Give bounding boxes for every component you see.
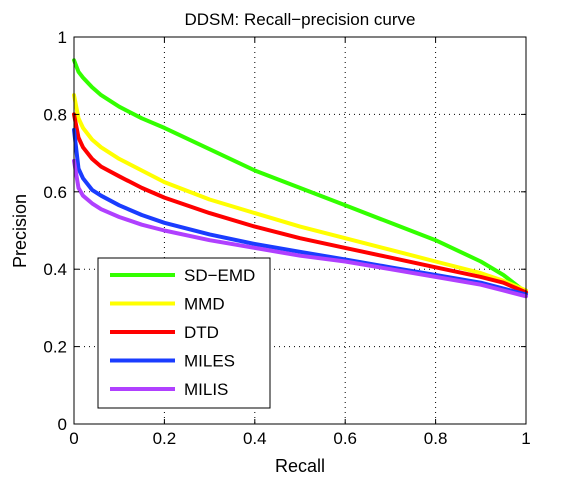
x-tick-label: 0 [69, 429, 78, 448]
y-tick-label: 0.2 [43, 338, 67, 357]
legend: SD−EMD MMD DTD MILES MILIS [97, 257, 271, 409]
chart-title: DDSM: Recall−precision curve [185, 10, 416, 29]
legend-label: SD−EMD [184, 266, 255, 285]
series-line-1 [72, 93, 528, 293]
y-tick-label: 0.4 [43, 260, 67, 279]
series-line-4 [72, 158, 528, 299]
y-tick-label: 0.8 [43, 105, 67, 124]
legend-label: DTD [184, 323, 219, 342]
legend-label: MMD [184, 295, 225, 314]
legend-label: MILIS [184, 380, 228, 399]
plot-frame [73, 36, 527, 425]
x-tick-label: 1 [521, 429, 530, 448]
y-tick-label: 1 [58, 28, 67, 47]
x-tick-label: 0.2 [153, 429, 177, 448]
y-tick-label: 0 [58, 415, 67, 434]
legend-label: MILES [184, 352, 235, 371]
series-line-2 [72, 112, 528, 295]
axis-ticks: 0 0.2 0.4 0.6 0.8 1 0 0.2 0.4 0.6 0.8 1 [43, 28, 530, 448]
series-line-0 [72, 58, 528, 295]
x-axis-label: Recall [275, 456, 325, 476]
y-axis-label: Precision [10, 194, 30, 268]
y-tick-label: 0.6 [43, 183, 67, 202]
x-tick-label: 0.6 [333, 429, 357, 448]
x-tick-label: 0.8 [424, 429, 448, 448]
series-layer [72, 58, 528, 299]
x-tick-label: 0.4 [243, 429, 267, 448]
